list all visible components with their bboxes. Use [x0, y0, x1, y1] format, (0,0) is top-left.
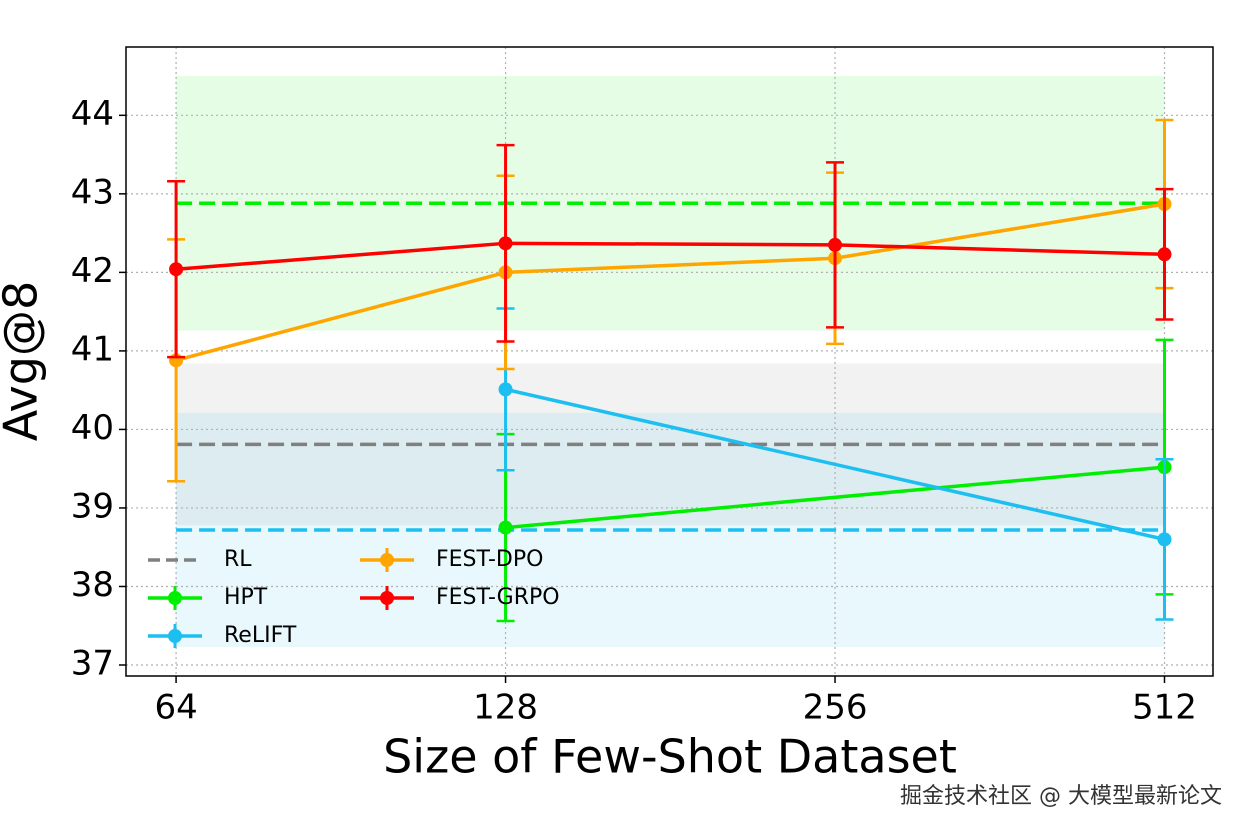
marker	[828, 237, 843, 252]
y-tick-label: 43	[71, 172, 114, 212]
marker	[498, 382, 513, 397]
series-line	[505, 465, 1165, 530]
marker	[498, 236, 513, 251]
y-tick-label: 38	[71, 565, 114, 605]
legend-label: FEST-DPO	[436, 547, 543, 572]
y-axis-title: Avg@8	[0, 281, 48, 441]
marker	[498, 520, 513, 535]
series-line	[175, 202, 1165, 363]
legend-label: HPT	[224, 585, 268, 610]
legend-swatch	[168, 591, 182, 605]
y-tick-label: 39	[71, 486, 114, 526]
legend-swatch	[168, 629, 182, 643]
x-axis-title: Size of Few-Shot Dataset	[383, 730, 957, 784]
y-tick-label: 44	[71, 94, 114, 134]
legend-swatch	[380, 591, 394, 605]
y-tick-label: 37	[71, 644, 114, 684]
legend-swatch	[380, 553, 394, 567]
legend-label: FEST-GRPO	[436, 585, 560, 610]
y-tick-label: 40	[71, 408, 114, 448]
series-line	[505, 387, 1165, 542]
x-tick-label: 64	[154, 688, 197, 728]
x-tick-label: 256	[803, 688, 868, 728]
marker	[169, 262, 184, 277]
x-tick-label: 512	[1132, 688, 1197, 728]
y-tick-label: 42	[71, 251, 114, 291]
marker	[1157, 532, 1172, 547]
watermark: 掘金技术社区 @ 大模型最新论文	[900, 784, 1222, 809]
x-tick-label: 128	[473, 688, 538, 728]
series-line	[175, 241, 1165, 271]
marker	[1157, 247, 1172, 262]
legend-label: RL	[224, 547, 252, 572]
plot-frame	[125, 46, 1214, 677]
legend-label: ReLIFT	[224, 623, 297, 648]
y-tick-label: 41	[71, 329, 114, 369]
